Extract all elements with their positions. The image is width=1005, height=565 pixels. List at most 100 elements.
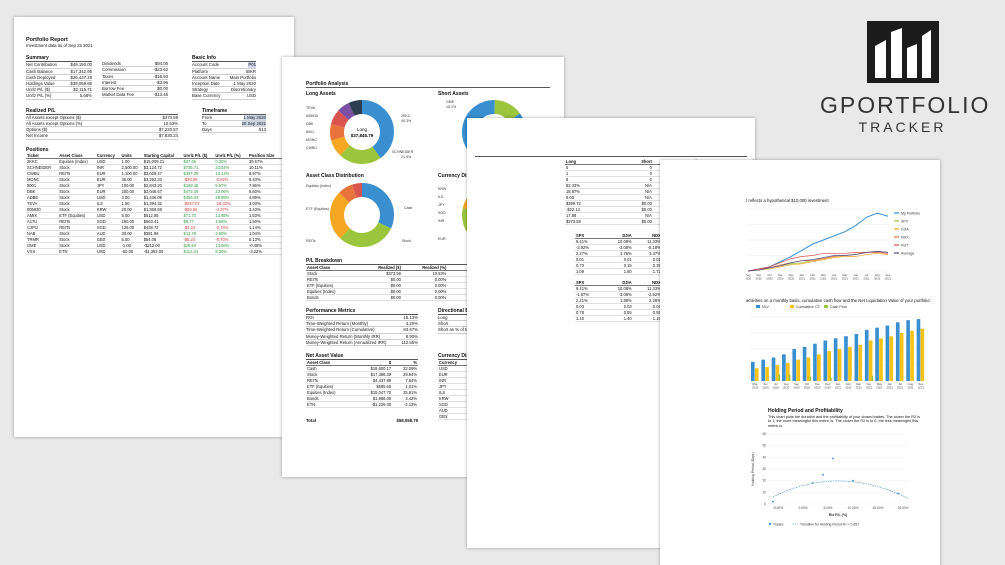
kv-value: -$13.46 — [153, 92, 168, 98]
asset-class-donut: Equities (Index) ETF (Equities) REITs Ca… — [306, 182, 412, 247]
table-cell: 32.09% — [392, 365, 418, 373]
cumcf-bar — [785, 363, 790, 382]
x-tick-label: 0.00% — [798, 506, 807, 510]
table-cell: EUR — [95, 170, 121, 177]
kv-value: 25 Sep 2021 — [241, 121, 266, 127]
table-cell: 1.80 — [602, 268, 633, 275]
kv-value: $39,059.85 — [70, 81, 92, 87]
table-cell: 5.00 — [120, 212, 143, 219]
table-header: Unrlz P/L ($) — [182, 152, 215, 159]
table-cell: 0 — [615, 176, 653, 183]
kv-value: 1 May 2020 — [233, 81, 256, 87]
table-cell: 7.64% — [392, 377, 418, 385]
table-cell: SCHNEIDER — [26, 164, 59, 171]
table-cell: N/A — [615, 212, 653, 219]
trade-point — [832, 457, 834, 460]
x-tick-label: Aug — [746, 273, 751, 277]
chart1-title: t reflects a hypothetical $10,000 invest… — [746, 198, 829, 203]
realized-heading: Realized P/L — [26, 108, 178, 115]
trade-point — [897, 492, 899, 495]
table-cell: C2PU — [26, 224, 59, 231]
table-header: Realized ($) — [358, 264, 402, 271]
series-line — [747, 251, 889, 272]
table-cell: $3,028.47 — [142, 170, 183, 177]
x-tick-label: Jul — [774, 382, 778, 386]
kv-row: Options ($) $7,220.57 — [26, 127, 178, 134]
table-row: DBK Stock EUR 200.00 $2,048.67 $472.49 23.06% 6… — [26, 188, 282, 195]
cumcf-bar — [910, 331, 914, 382]
long-assets-heading: Long Assets — [306, 91, 336, 98]
table-cell: $2,843.20 — [142, 182, 183, 189]
table-cell: REITs — [306, 377, 356, 385]
trade-point — [772, 501, 774, 503]
table-cell: $563.41 — [142, 218, 183, 225]
kv-row: Commission -$23.62 — [102, 67, 168, 74]
table-cell: 30.00 — [120, 230, 143, 237]
table-cell: 2KKC — [26, 158, 59, 165]
kv-row: Dividends $94.05 — [102, 61, 168, 68]
kv-label: Holdings Value — [26, 81, 55, 87]
x-tick-label: Oct — [805, 382, 810, 386]
table-cell: 39.57% — [247, 158, 282, 165]
table-cell: -$257.07 — [182, 200, 215, 207]
cumcf-bar — [806, 357, 811, 382]
table-cell: -3.08% — [602, 291, 633, 298]
table-cell: 125.00 — [120, 224, 143, 231]
table-row: 2KKC Equities (Index) USD 1.00 $15,009.21 $37… — [26, 158, 282, 165]
kv-row: Strategy Discretionary — [192, 87, 256, 94]
table-cell: -0.48% — [247, 242, 282, 249]
kv-value: -$3.96 — [155, 79, 168, 85]
asset-class-heading: Asset Class Distribution — [306, 173, 364, 180]
kv-value: Discretionary — [230, 87, 256, 93]
table-cell: -3.92% — [575, 244, 603, 251]
logo-bars-icon — [866, 21, 939, 83]
table-cell: -$3.24 — [182, 224, 215, 231]
cumcf-bar — [920, 329, 925, 382]
kv-label: Inception Date — [192, 81, 220, 87]
kv-value: $36,437.29 — [70, 74, 92, 80]
legend-label: Cumulative CF — [796, 305, 821, 309]
asset-class-label: Cash — [404, 206, 412, 210]
table-cell: $1,369.59 — [142, 206, 183, 213]
table-cell: Stock — [58, 242, 96, 249]
kv-label: Borrow Fee — [102, 86, 125, 92]
table-cell: $438.72 — [142, 224, 183, 231]
table-row: 005930 Stock KRW 20.00 $1,369.59 -$55.66 -4.37… — [26, 206, 282, 213]
table-row: AMIX ETF (Equities) USD 5.00 $512.95 $71.70 13… — [26, 212, 282, 219]
table-cell: -0.92% — [214, 176, 248, 183]
trade-point — [812, 482, 814, 485]
x-tick-label: 2020 — [814, 386, 821, 390]
cashflow-bar — [809, 377, 812, 382]
table-cell: REITs — [58, 218, 96, 225]
x-tick-label: Jun — [763, 382, 768, 386]
kv-label: Net Contribution — [26, 62, 58, 68]
cumcf-bar — [817, 354, 821, 382]
nlv-bar — [833, 338, 838, 382]
legend-label: Cash Flow — [830, 305, 847, 309]
long-label: SCHNEIDER — [392, 150, 414, 154]
long-center-value: $37,845.79 — [351, 133, 374, 138]
table-cell: 3.43% — [247, 206, 282, 213]
legend-swatch — [768, 523, 772, 526]
table-cell: -1.00 — [120, 242, 143, 249]
table-cell: N/A — [615, 182, 653, 189]
table-cell: 1.72 — [632, 268, 662, 275]
table-cell: ETF (Equities) — [58, 212, 96, 219]
cumcf-bar — [879, 338, 883, 382]
table-cell: Stock — [58, 200, 96, 207]
trade-point — [852, 480, 854, 482]
currency-label: EUR — [438, 237, 446, 241]
table-row: CWBU REITs EUR 1,100.00 $3,028.47 $397.39 13.1… — [26, 170, 282, 177]
table-header: $ — [355, 360, 393, 367]
logo-subtitle: TRACKER — [858, 119, 947, 135]
legend-swatch — [824, 305, 828, 309]
kv-label: Market Data Fee — [102, 92, 135, 98]
nlv-bar — [813, 344, 817, 382]
table-cell: KRW — [95, 206, 121, 213]
nlv-bar — [916, 319, 921, 382]
kv-label: Account Name — [192, 74, 221, 80]
table-cell: 13.66% — [214, 242, 248, 249]
kv-row: Inception Date 1 May 2020 — [192, 81, 256, 88]
x-tick-label: Apr — [867, 382, 871, 386]
table-header: Units — [120, 152, 143, 159]
